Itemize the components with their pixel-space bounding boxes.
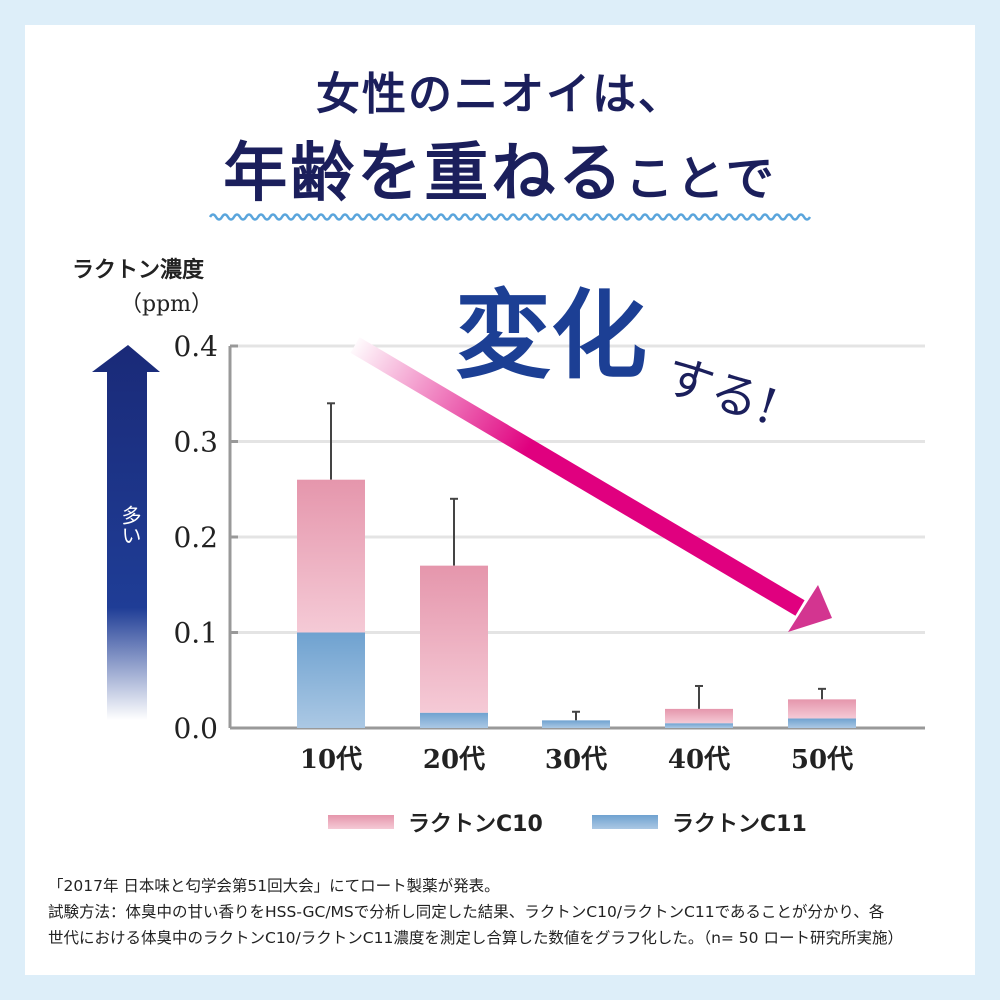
wavy-divider bbox=[208, 213, 812, 221]
bar-c11 bbox=[420, 712, 488, 728]
bar-c11 bbox=[788, 718, 856, 728]
note-line: 試験方法：体臭中の甘い香りをHSS-GC/MSで分析し同定した結果、ラクトンC1… bbox=[48, 903, 885, 921]
headline-main: 年齢を重ねる bbox=[223, 136, 626, 211]
footnote: 「2017年 日本味と匂学会第51回大会」にてロート製薬が発表。 試験方法：体臭… bbox=[48, 873, 968, 951]
y-tick-label: 0.0 bbox=[173, 712, 218, 745]
x-tick-label: 50代 bbox=[791, 745, 853, 775]
more-arrow bbox=[92, 345, 160, 720]
y-tick-label: 0.4 bbox=[173, 330, 218, 363]
x-tick-label: 10代 bbox=[300, 745, 362, 775]
bar-c10 bbox=[665, 708, 733, 724]
y-tick-label: 0.2 bbox=[173, 521, 218, 554]
legend-c11: ラクトンC11 bbox=[592, 806, 807, 838]
headline-tail: ことで bbox=[625, 151, 777, 207]
legend-swatch bbox=[328, 815, 394, 829]
accent-main: 変化 bbox=[455, 279, 647, 392]
card bbox=[25, 25, 975, 975]
bar-c10 bbox=[420, 565, 488, 713]
legend-label: ラクトンC11 bbox=[672, 812, 807, 837]
bar-c10 bbox=[297, 479, 365, 633]
x-tick-label: 20代 bbox=[423, 745, 485, 775]
more-label: 多い bbox=[118, 505, 142, 545]
y-tick-label: 0.3 bbox=[173, 426, 218, 459]
y-tick-label: 0.1 bbox=[173, 617, 218, 650]
bar-c11 bbox=[665, 723, 733, 728]
x-tick-label: 40代 bbox=[668, 745, 730, 775]
y-axis-unit: （ppm） bbox=[120, 292, 214, 317]
x-tick-label: 30代 bbox=[545, 745, 607, 775]
note-line: 世代における体臭中のラクトンC10/ラクトンC11濃度を測定し合算した数値をグラ… bbox=[48, 929, 903, 947]
bar-c11 bbox=[542, 720, 610, 728]
y-axis-label: ラクトン濃度 bbox=[72, 258, 205, 283]
headline-line2: 年齢を重ねることで bbox=[0, 122, 1000, 214]
headline-line1: 女性のニオイは、 bbox=[316, 69, 684, 120]
bar-c11 bbox=[297, 632, 365, 728]
bar-c10 bbox=[788, 699, 856, 719]
legend-c10: ラクトンC10 bbox=[328, 806, 543, 838]
legend-label: ラクトンC10 bbox=[408, 812, 543, 837]
note-line: 「2017年 日本味と匂学会第51回大会」にてロート製薬が発表。 bbox=[48, 877, 500, 895]
legend-swatch bbox=[592, 815, 658, 829]
trend-arrow bbox=[350, 337, 832, 632]
